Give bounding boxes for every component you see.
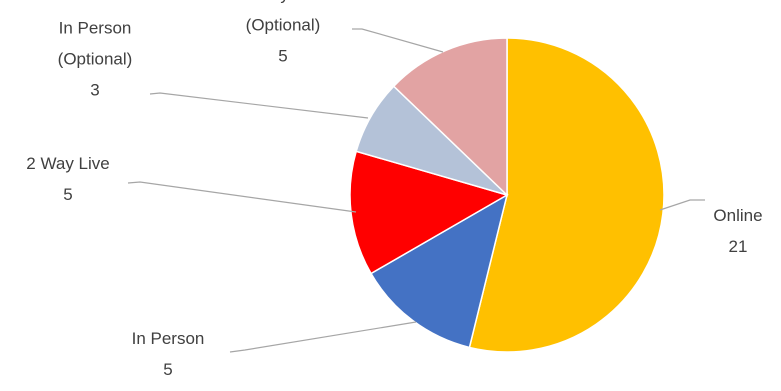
leader-line (659, 199, 705, 211)
data-label-category: In Person (132, 329, 205, 348)
data-label-category: In Person (59, 18, 132, 37)
data-label-value: 3 (90, 80, 99, 99)
data-labels: Online 21 In Person 5 2 Way Live 5 In Person (O… (26, 0, 762, 379)
data-label-value: 5 (278, 46, 287, 65)
data-label-value: 5 (163, 360, 172, 379)
data-label-category: (Optional) (58, 49, 133, 68)
data-label-category: Online (713, 206, 762, 225)
pie-slice-2-way-live (349, 150, 509, 275)
data-label-value: 5 (63, 185, 72, 204)
leader-line (229, 321, 417, 353)
pie-slice-2-way-live-optional (392, 37, 508, 197)
pie-slice-online (468, 37, 665, 353)
leader-line (149, 92, 369, 119)
data-label-category: (Optional) (246, 15, 321, 34)
data-label-category: 2 Way Live (26, 154, 109, 173)
pie-slice-in-person (370, 193, 509, 349)
leader-line (127, 181, 357, 213)
pie-slices (349, 37, 665, 353)
leader-line (352, 28, 444, 53)
data-label-value: 21 (729, 237, 748, 256)
leader-lines (127, 28, 705, 353)
data-label-category: 2 Way Live (241, 0, 324, 3)
